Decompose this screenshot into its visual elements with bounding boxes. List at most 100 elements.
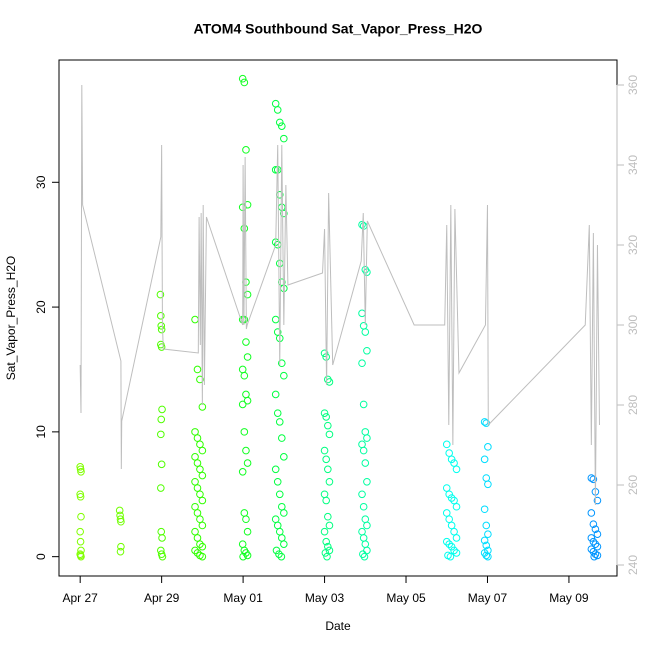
- data-point: [238, 74, 247, 83]
- data-point: [117, 517, 125, 526]
- data-point: [324, 465, 332, 474]
- data-point: [76, 465, 85, 474]
- data-point: [243, 353, 252, 361]
- data-point: [445, 490, 453, 499]
- data-point: [593, 551, 602, 560]
- data-point: [242, 146, 250, 154]
- data-point: [360, 552, 369, 561]
- data-point: [358, 490, 366, 499]
- data-point: [275, 418, 284, 426]
- data-point: [482, 551, 491, 560]
- data-point: [76, 463, 84, 471]
- data-point: [193, 484, 202, 492]
- data-point: [452, 465, 461, 474]
- data-point: [480, 536, 489, 545]
- data-point: [277, 359, 286, 368]
- data-point: [280, 209, 288, 218]
- data-point: [363, 268, 371, 276]
- data-point: [157, 325, 166, 334]
- data-point: [198, 496, 207, 505]
- data-point: [482, 521, 491, 530]
- data-point: [157, 460, 166, 469]
- y2-tick-label: 280: [626, 395, 640, 415]
- data-point: [198, 521, 207, 530]
- data-point: [242, 515, 250, 524]
- data-point: [322, 413, 330, 421]
- chart-title: ATOM4 Southbound Sat_Vapor_Press_H2O: [194, 21, 483, 37]
- data-point: [193, 434, 202, 442]
- x-axis-label: Date: [325, 619, 351, 633]
- data-point: [363, 546, 371, 555]
- y2-tick-label: 260: [626, 475, 640, 495]
- data-point: [325, 546, 334, 555]
- data-point: [359, 502, 368, 511]
- data-point: [271, 390, 280, 399]
- data-point: [243, 396, 252, 405]
- data-point: [240, 78, 249, 87]
- data-point: [196, 465, 204, 474]
- data-point: [116, 547, 125, 556]
- x-tick-label: May 05: [386, 591, 426, 605]
- data-point: [480, 455, 489, 464]
- data-point: [442, 509, 451, 517]
- data-point: [446, 552, 455, 561]
- data-point: [450, 527, 458, 536]
- data-point: [361, 328, 370, 336]
- data-point: [325, 430, 334, 439]
- data-point: [484, 552, 492, 561]
- y2-tick-label: 240: [626, 555, 640, 575]
- data-point: [591, 540, 600, 548]
- data-point: [320, 527, 329, 536]
- data-point: [277, 434, 286, 442]
- data-point: [273, 477, 282, 486]
- data-point: [593, 496, 602, 505]
- data-point: [325, 477, 334, 486]
- data-point: [77, 468, 85, 476]
- data-point: [445, 540, 453, 548]
- data-point: [320, 446, 329, 455]
- data-point: [361, 459, 370, 467]
- data-point: [452, 534, 461, 542]
- data-point: [587, 545, 596, 553]
- data-point: [275, 550, 283, 558]
- data-point: [442, 484, 451, 492]
- data-point: [450, 459, 458, 467]
- data-point: [447, 455, 456, 464]
- data-point: [280, 134, 288, 143]
- data-point: [198, 446, 207, 455]
- data-point: [157, 415, 166, 424]
- data-point: [196, 440, 204, 449]
- data-point: [275, 118, 284, 127]
- data-point: [193, 459, 202, 467]
- y-tick-label: 30: [34, 175, 48, 189]
- data-point: [116, 515, 125, 524]
- data-point: [320, 409, 329, 417]
- data-point: [158, 552, 167, 561]
- data-point: [157, 484, 165, 492]
- data-point: [363, 477, 371, 486]
- data-point: [322, 455, 330, 464]
- data-point: [76, 527, 84, 536]
- data-point: [238, 400, 247, 409]
- data-point: [359, 400, 368, 409]
- data-point: [484, 530, 492, 538]
- data-point: [191, 453, 199, 461]
- data-point: [450, 546, 458, 555]
- data-point: [450, 496, 458, 505]
- x-tick-label: May 07: [468, 591, 508, 605]
- data-point: [156, 290, 165, 299]
- data-point: [442, 440, 451, 449]
- data-point: [484, 443, 492, 451]
- data-point: [325, 521, 334, 530]
- data-point: [76, 537, 85, 546]
- series-line: [79, 84, 600, 506]
- data-point: [193, 549, 202, 557]
- y2-tick-label: 360: [626, 75, 640, 95]
- y-tick-label: 10: [34, 425, 48, 439]
- data-point: [240, 428, 249, 436]
- data-point: [196, 375, 204, 384]
- data-point: [158, 405, 166, 414]
- data-point: [589, 475, 598, 484]
- data-point: [320, 349, 329, 358]
